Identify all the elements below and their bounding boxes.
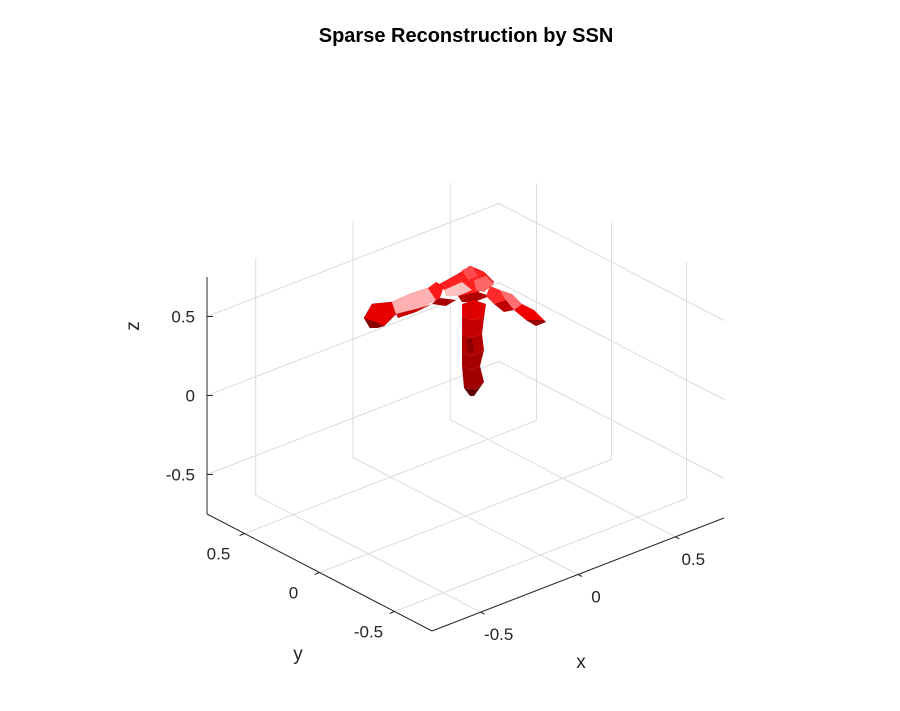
reconstructed-surface: [363, 265, 546, 396]
x-tick-label: 0: [591, 588, 600, 607]
gridline: [394, 498, 687, 612]
x-tick-label: -0.5: [484, 625, 513, 644]
gridline: [498, 361, 725, 479]
x-axis-label: x: [576, 652, 586, 673]
y-tick-label: -0.5: [354, 623, 383, 642]
z-tick-label: 0: [186, 387, 195, 406]
surface-patch: [364, 318, 384, 328]
surface-patch: [444, 282, 472, 296]
grid: [206, 182, 725, 613]
x-tick-mark: [577, 574, 583, 577]
surface-patch: [466, 304, 474, 320]
gridline: [244, 420, 537, 534]
gridline: [498, 282, 725, 400]
surface-patch: [500, 290, 522, 310]
gridline: [206, 361, 500, 475]
y-tick-mark: [389, 611, 395, 614]
surface-patch: [474, 276, 494, 292]
y-tick-label: 0.5: [207, 545, 231, 564]
surface-patch: [462, 300, 486, 320]
y-tick-mark: [314, 572, 320, 575]
y-axis-label: y: [293, 644, 303, 665]
z-tick-label: -0.5: [166, 466, 195, 485]
x-tick-mark: [480, 611, 485, 615]
surface-patch: [486, 286, 506, 304]
surface-patch: [458, 292, 490, 302]
surface-patch: [494, 300, 514, 312]
surface-patch: [396, 304, 432, 318]
z-tick-label: 0.5: [171, 308, 195, 327]
x-tick-label: 0.5: [681, 550, 705, 569]
chart-title: Sparse Reconstruction by SSN: [319, 25, 614, 47]
surface-patch: [462, 366, 484, 390]
surface-patch: [462, 266, 478, 280]
z-axis-label: z: [123, 321, 144, 331]
gridline: [498, 203, 725, 321]
gridline: [319, 459, 612, 573]
y-tick-label: 0: [289, 584, 298, 603]
axes: [206, 277, 725, 632]
surface-patch: [462, 350, 484, 370]
surface-patch: [526, 320, 546, 326]
surface-patch: [462, 316, 484, 338]
y-tick-mark: [239, 533, 245, 536]
surface-patch: [432, 298, 456, 306]
surface-patch: [464, 382, 484, 396]
gridline: [206, 203, 500, 317]
surface-patch: [466, 338, 474, 354]
x-tick-mark: [675, 536, 680, 540]
surface-patch: [428, 282, 444, 300]
